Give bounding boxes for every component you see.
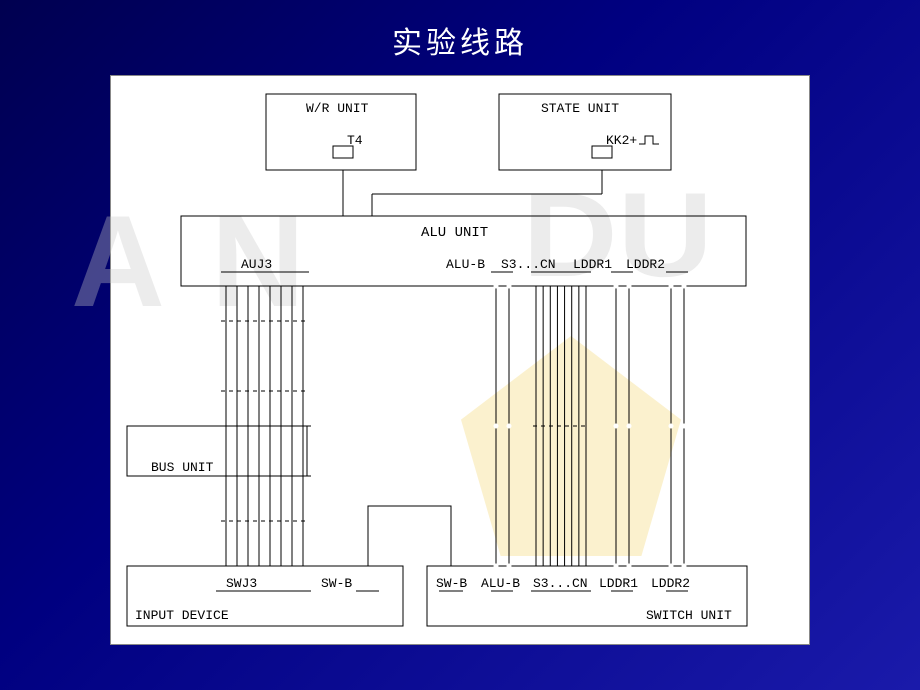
pulse-icon bbox=[639, 136, 659, 144]
label-alu-unit: ALU UNIT bbox=[421, 225, 488, 241]
label-sw-s3cn: S3...CN bbox=[533, 576, 588, 591]
label-kk2: KK2+ bbox=[606, 133, 637, 148]
wire-swb-link bbox=[368, 506, 451, 566]
label-in-swb: SW-B bbox=[321, 576, 352, 591]
label-alu-s3cn: S3...CN bbox=[501, 257, 556, 272]
pair-lddr1 bbox=[614, 284, 632, 569]
label-auj3: AUJ3 bbox=[241, 257, 272, 272]
label-sw-lddr1: LDDR1 bbox=[599, 576, 638, 591]
diagram-svg: W/R UNIT T4 STATE UNIT KK2+ ALU UNIT AUJ… bbox=[111, 76, 811, 646]
label-alu-alub: ALU-B bbox=[446, 257, 485, 272]
label-sw-lddr2: LDDR2 bbox=[651, 576, 690, 591]
label-switch-unit: SWITCH UNIT bbox=[646, 608, 732, 623]
label-wr-unit: W/R UNIT bbox=[306, 101, 369, 116]
label-state-unit: STATE UNIT bbox=[541, 101, 619, 116]
label-in-swj3: SWJ3 bbox=[226, 576, 257, 591]
label-input-device: INPUT DEVICE bbox=[135, 608, 229, 623]
label-alu-lddr2: LDDR2 bbox=[626, 257, 665, 272]
diagram-frame: A N DU W/R UNIT T4 STATE UNIT KK2+ ALU U… bbox=[110, 75, 810, 645]
page-title: 实验线路 bbox=[0, 18, 920, 62]
bus-auj3 bbox=[219, 286, 311, 566]
label-alu-lddr1: LDDR1 bbox=[573, 257, 612, 272]
label-t4: T4 bbox=[347, 133, 363, 148]
label-bus-unit: BUS UNIT bbox=[151, 460, 214, 475]
label-sw-alub: ALU-B bbox=[481, 576, 520, 591]
label-sw-swb: SW-B bbox=[436, 576, 467, 591]
bus-s3cn bbox=[531, 286, 591, 566]
pair-lddr2 bbox=[669, 284, 687, 569]
pair-alub bbox=[494, 284, 512, 569]
